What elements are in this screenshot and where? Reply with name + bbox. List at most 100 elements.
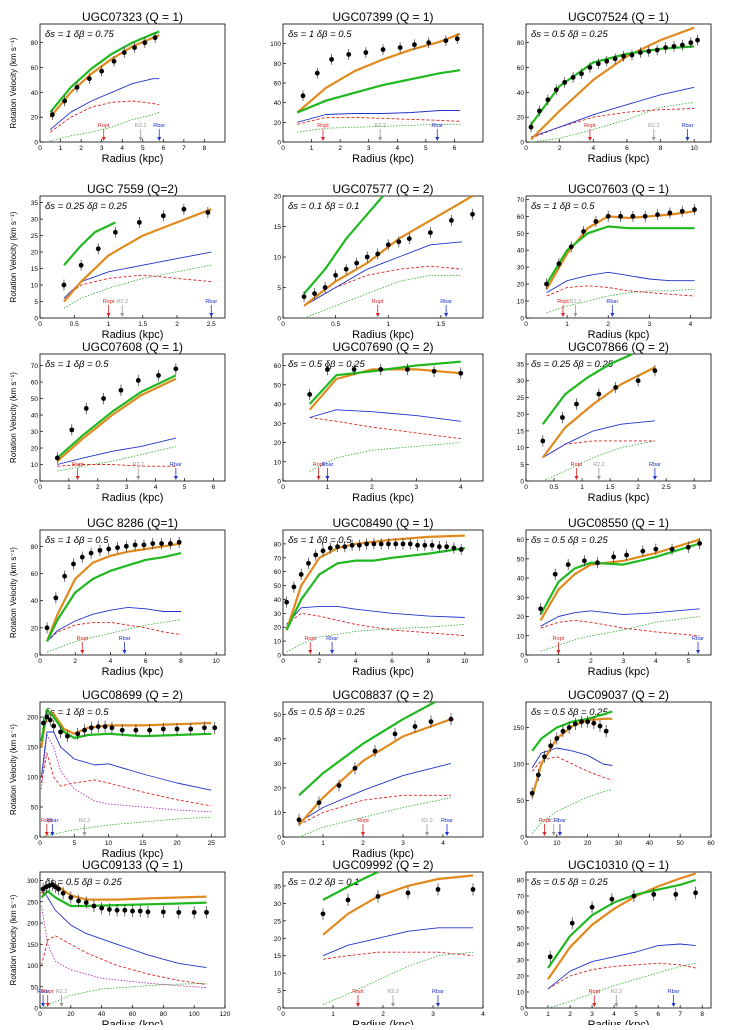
data-point xyxy=(142,40,148,46)
data-point xyxy=(349,542,355,548)
y-tick-label: 80 xyxy=(31,544,39,551)
orange-model-curve xyxy=(531,717,613,798)
x-tick-label: 8 xyxy=(203,145,207,152)
data-point xyxy=(554,736,560,741)
rotation-curve-panel: UGC07323 (Q = 1)0 1 2 3 4 5 6 7 8020406080Radius… xyxy=(9,10,226,165)
delta-annotation: δs = 1 δβ = 0.5 xyxy=(45,359,109,370)
data-point xyxy=(458,370,464,376)
data-point xyxy=(312,291,317,296)
x-tick-label: 1 xyxy=(321,840,325,847)
y-axis-label: Rotation Velocity (km s⁻¹) xyxy=(9,724,18,815)
radius-marker-label: Ropt xyxy=(357,818,369,824)
data-point xyxy=(679,208,685,214)
data-point xyxy=(356,542,362,548)
data-point xyxy=(159,541,164,546)
y-tick-label: 0 xyxy=(277,479,281,486)
series-group xyxy=(44,536,182,653)
radius-marker-head xyxy=(592,1003,597,1007)
x-tick-label: 0 xyxy=(524,840,528,847)
data-point xyxy=(78,262,84,268)
data-point xyxy=(99,68,105,74)
y-tick-label: 15 xyxy=(274,224,282,231)
data-point xyxy=(470,887,476,892)
y-tick-label: 40 xyxy=(274,100,282,107)
data-point xyxy=(102,724,108,729)
data-point xyxy=(335,544,340,550)
x-tick-label: 1 xyxy=(565,321,569,328)
data-point xyxy=(671,43,677,49)
y-tick-label: 25 xyxy=(274,918,282,925)
radius-marker-label: Ropt xyxy=(372,299,384,305)
delta-annotation: δs = 0.5 δβ = 0.25 xyxy=(531,29,608,40)
y-tick-label: 0 xyxy=(277,653,281,660)
data-point xyxy=(69,427,75,433)
data-point xyxy=(436,544,442,550)
x-tick-label: 4 xyxy=(481,1011,485,1018)
green-model-curve xyxy=(296,69,461,114)
x-tick-label: 4 xyxy=(441,840,445,847)
x-axis-label: Radius (kpc) xyxy=(352,329,414,341)
x-tick-label: 25 xyxy=(208,840,216,847)
data-point xyxy=(443,38,449,44)
data-point xyxy=(538,606,544,612)
radius-marker-label: R2.2 xyxy=(132,462,144,468)
radius-marker-head xyxy=(308,650,313,654)
y-tick-label: 60 xyxy=(274,569,282,576)
x-tick-label: 0 xyxy=(38,1011,42,1018)
series-group xyxy=(529,710,613,834)
x-tick-label: 0 xyxy=(281,658,285,665)
y-tick-label: 10 xyxy=(517,299,525,306)
plot-frame xyxy=(39,353,226,482)
rotation-curve-panel: UGC07399 (Q = 1)0 1 2 3 4 5 6020406080100Radiu… xyxy=(270,10,484,165)
y-tick-label: 35 xyxy=(31,200,39,207)
rotation-curve-panel: UGC10310 (Q = 1)0 1 2 3 4 5 6 7 8010203040506070… xyxy=(517,858,712,1030)
delta-annotation: δs = 0.25 δβ = 0.25 xyxy=(531,359,614,370)
y-tick-label: 30 xyxy=(274,901,282,908)
y-tick-label: 40 xyxy=(517,90,525,97)
x-axis-label: Radius (kpc) xyxy=(102,666,164,678)
data-point xyxy=(133,727,139,733)
data-point xyxy=(669,546,675,552)
series-group xyxy=(40,708,218,837)
data-point xyxy=(652,368,658,374)
x-tick-label: 1.5 xyxy=(436,321,445,328)
stellar-disk-curve xyxy=(309,417,461,440)
gas-curve xyxy=(309,442,461,472)
y-tick-label: 70 xyxy=(31,363,39,370)
data-point xyxy=(135,377,141,383)
data-point xyxy=(156,373,161,378)
x-tick-label: 20 xyxy=(67,1011,75,1018)
data-point xyxy=(329,57,334,62)
panel-title: UGC09037 (Q = 2) xyxy=(568,688,669,702)
radius-marker-label: Rbar xyxy=(119,636,131,642)
data-point xyxy=(400,541,406,547)
green-model-curve xyxy=(63,221,116,266)
data-point xyxy=(352,765,358,771)
y-tick-label: 10 xyxy=(274,639,282,646)
y-tick-label: 10 xyxy=(274,810,282,817)
baryonic-curve xyxy=(57,437,177,465)
data-point xyxy=(68,895,74,900)
panel-title: UGC07323 (Q = 1) xyxy=(82,10,183,24)
panel-title: UGC07603 (Q = 1) xyxy=(568,182,669,196)
data-point xyxy=(188,726,194,732)
plot-frame xyxy=(282,353,484,482)
y-tick-label: 150 xyxy=(27,745,38,752)
x-tick-label: 2 xyxy=(370,484,374,491)
x-tick-label: 1 xyxy=(546,1011,550,1018)
radius-marker-head xyxy=(316,476,321,480)
stellar-disk-curve xyxy=(41,935,207,986)
data-point xyxy=(202,725,207,731)
y-tick-label: 50 xyxy=(31,396,39,403)
y-tick-label: 300 xyxy=(27,878,38,885)
x-tick-label: 3 xyxy=(401,840,405,847)
data-point xyxy=(589,904,595,910)
radius-marker-head xyxy=(330,650,335,654)
x-tick-label: 3 xyxy=(415,484,419,491)
data-point xyxy=(62,573,68,579)
data-point xyxy=(99,905,105,911)
delta-annotation: δs = 0.5 δβ = 0.25 xyxy=(531,707,608,718)
x-tick-label: 6 xyxy=(656,1011,660,1018)
data-point xyxy=(320,911,326,917)
y-tick-label: 40 xyxy=(517,942,525,949)
